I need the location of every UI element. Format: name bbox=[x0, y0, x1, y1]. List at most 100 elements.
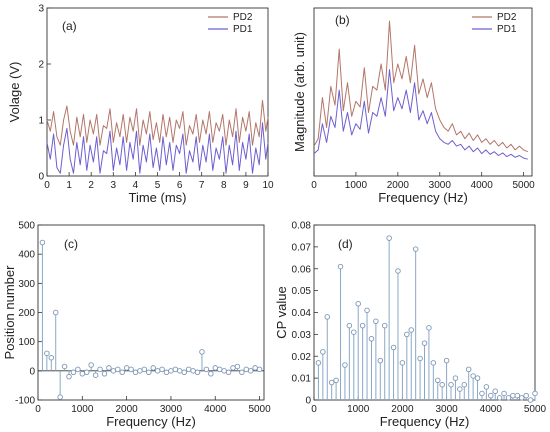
x-axis-label: Frequency (Hz) bbox=[380, 414, 470, 429]
stem-marker bbox=[443, 357, 450, 364]
x-tick-label: 2000 bbox=[391, 404, 414, 415]
y-tick-label: 1 bbox=[38, 116, 44, 127]
stem-marker bbox=[412, 246, 419, 252]
stem-marker bbox=[181, 369, 187, 376]
stem-marker bbox=[452, 375, 459, 381]
x-tick-label: 6 bbox=[177, 180, 183, 191]
y-tick-label: 400 bbox=[18, 250, 35, 261]
stem-marker bbox=[163, 369, 170, 376]
stem-marker bbox=[474, 375, 481, 381]
y-tick-label: 0.05 bbox=[292, 286, 312, 297]
plot-frame bbox=[313, 7, 533, 177]
stem-marker bbox=[518, 395, 525, 401]
stem-marker bbox=[399, 360, 406, 366]
stem-marker bbox=[417, 355, 423, 362]
series-line-pd1 bbox=[46, 122, 269, 174]
stem-marker bbox=[123, 365, 130, 371]
x-tick-label: 0 bbox=[44, 180, 50, 191]
x-tick-label: 3000 bbox=[160, 404, 183, 415]
stem-marker bbox=[355, 301, 361, 307]
y-tick-label: 2 bbox=[38, 60, 44, 71]
stem-marker bbox=[115, 366, 121, 373]
stem-marker bbox=[190, 368, 196, 374]
x-tick-label: 1000 bbox=[347, 404, 370, 415]
y-tick-label: 0.07 bbox=[292, 242, 312, 253]
stem-marker bbox=[203, 366, 210, 373]
x-tick-label: 4000 bbox=[480, 404, 503, 415]
stem-marker bbox=[97, 366, 103, 373]
stem-marker bbox=[439, 381, 445, 388]
stem-marker bbox=[106, 365, 112, 371]
stem-marker bbox=[364, 307, 370, 314]
stem-marker bbox=[177, 368, 183, 374]
y-tick-label: 100 bbox=[18, 337, 35, 348]
stem-marker bbox=[505, 395, 512, 401]
y-tick-label: 0.04 bbox=[292, 308, 312, 319]
legend-entry-pd1: PD1 bbox=[497, 24, 517, 35]
stem-marker bbox=[110, 368, 117, 374]
x-tick-label: 4000 bbox=[204, 404, 227, 415]
stem-marker bbox=[92, 372, 99, 378]
stem-marker bbox=[501, 390, 507, 397]
series-line-pd2 bbox=[46, 99, 269, 146]
stem-marker bbox=[83, 369, 90, 376]
y-axis-label: CP value bbox=[274, 286, 289, 339]
legend-entry-pd2: PD2 bbox=[497, 12, 517, 23]
x-tick-label: 9 bbox=[243, 180, 249, 191]
x-tick-label: 2 bbox=[88, 180, 94, 191]
stem-marker bbox=[119, 369, 125, 376]
stem-marker bbox=[492, 388, 498, 395]
stem-marker bbox=[333, 377, 339, 384]
stem-marker bbox=[320, 349, 326, 355]
panel-c: 0 1000 2000 3000 4000 5000-100010020030040050… bbox=[2, 221, 271, 430]
stem-marker bbox=[461, 381, 468, 388]
stem-marker bbox=[373, 318, 379, 325]
stem-marker bbox=[256, 366, 263, 373]
stem-marker bbox=[216, 366, 223, 373]
x-tick-label: 8 bbox=[221, 180, 227, 191]
stem-marker bbox=[523, 392, 529, 399]
y-tick-label: 200 bbox=[18, 308, 35, 319]
stem-marker bbox=[128, 366, 134, 373]
y-tick-label: 0 bbox=[38, 172, 44, 183]
y-tick-label: 500 bbox=[18, 221, 35, 232]
y-tick-label: 0 bbox=[29, 366, 35, 377]
stem-marker bbox=[88, 362, 94, 368]
x-tick-label: 1 bbox=[66, 180, 72, 191]
stem-marker bbox=[532, 390, 538, 397]
x-tick-label: 1000 bbox=[71, 404, 94, 415]
y-tick-label: 0.01 bbox=[292, 374, 312, 385]
stem-marker bbox=[154, 368, 161, 374]
stem-marker bbox=[527, 397, 534, 403]
stem-marker bbox=[496, 395, 503, 401]
stem-marker bbox=[351, 329, 357, 335]
stem-marker bbox=[457, 386, 463, 392]
stem-marker bbox=[448, 381, 454, 388]
stem-marker bbox=[44, 350, 50, 357]
x-tick-label: 4000 bbox=[471, 180, 494, 191]
panel-label: (b) bbox=[335, 13, 350, 27]
stem-marker bbox=[421, 340, 428, 346]
x-tick-label: 3 bbox=[111, 180, 117, 191]
y-tick-label: 0.06 bbox=[292, 264, 312, 275]
stem-marker bbox=[315, 360, 322, 366]
stem-marker bbox=[408, 327, 414, 333]
stem-marker bbox=[386, 235, 392, 241]
y-tick-label: 0 bbox=[305, 396, 311, 407]
stem-marker bbox=[470, 373, 476, 379]
stem-marker bbox=[359, 322, 366, 329]
stem-marker bbox=[75, 366, 81, 373]
stem-marker bbox=[377, 357, 384, 364]
x-tick-label: 5 bbox=[155, 180, 161, 191]
stem-marker bbox=[346, 322, 353, 329]
y-tick-label: 300 bbox=[18, 279, 35, 290]
x-tick-label: 5000 bbox=[512, 180, 535, 191]
x-tick-label: 0 bbox=[311, 180, 317, 191]
y-axis-label: Volage (V) bbox=[7, 62, 22, 123]
stem-marker bbox=[435, 377, 441, 384]
stem-marker bbox=[132, 369, 139, 376]
stem-marker bbox=[141, 366, 148, 373]
stem-marker bbox=[199, 349, 205, 355]
stem-marker bbox=[381, 322, 388, 329]
panel-b: 0 1000 2000 3000 4000 5000 Frequency (Hz) Magni… bbox=[292, 7, 535, 205]
